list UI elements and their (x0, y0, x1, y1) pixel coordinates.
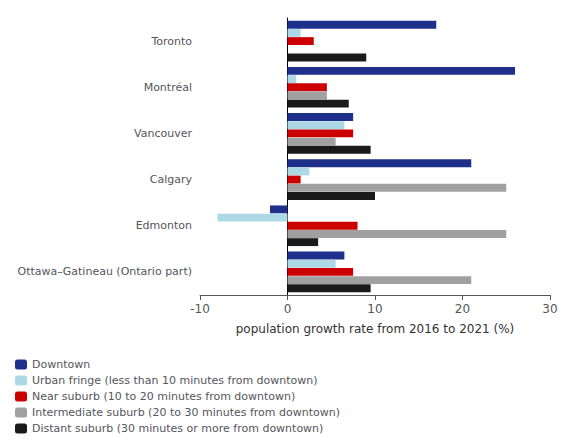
svg-text:Vancouver: Vancouver (134, 127, 192, 140)
svg-text:30: 30 (542, 302, 557, 316)
svg-text:0: 0 (284, 302, 292, 316)
svg-text:Near suburb (10 to 20 minutes: Near suburb (10 to 20 minutes from downt… (32, 390, 295, 403)
svg-text:Montréal: Montréal (144, 81, 192, 94)
svg-text:-10: -10 (190, 302, 210, 316)
svg-text:population growth rate from 20: population growth rate from 2016 to 2021… (236, 322, 515, 336)
svg-text:Intermediate suburb (20 to 30: Intermediate suburb (20 to 30 minutes fr… (32, 406, 340, 419)
svg-text:Toronto: Toronto (150, 35, 192, 48)
svg-text:Downtown: Downtown (32, 358, 90, 371)
svg-text:Urban fringe (less than 10 min: Urban fringe (less than 10 minutes from … (32, 374, 318, 387)
svg-text:Edmonton: Edmonton (136, 219, 192, 232)
svg-text:20: 20 (455, 302, 470, 316)
svg-text:Distant suburb (30 minutes or: Distant suburb (30 minutes or more from … (32, 422, 323, 435)
svg-text:Calgary: Calgary (150, 173, 193, 186)
svg-text:Ottawa–Gatineau (Ontario part): Ottawa–Gatineau (Ontario part) (18, 265, 192, 278)
svg-text:10: 10 (367, 302, 382, 316)
